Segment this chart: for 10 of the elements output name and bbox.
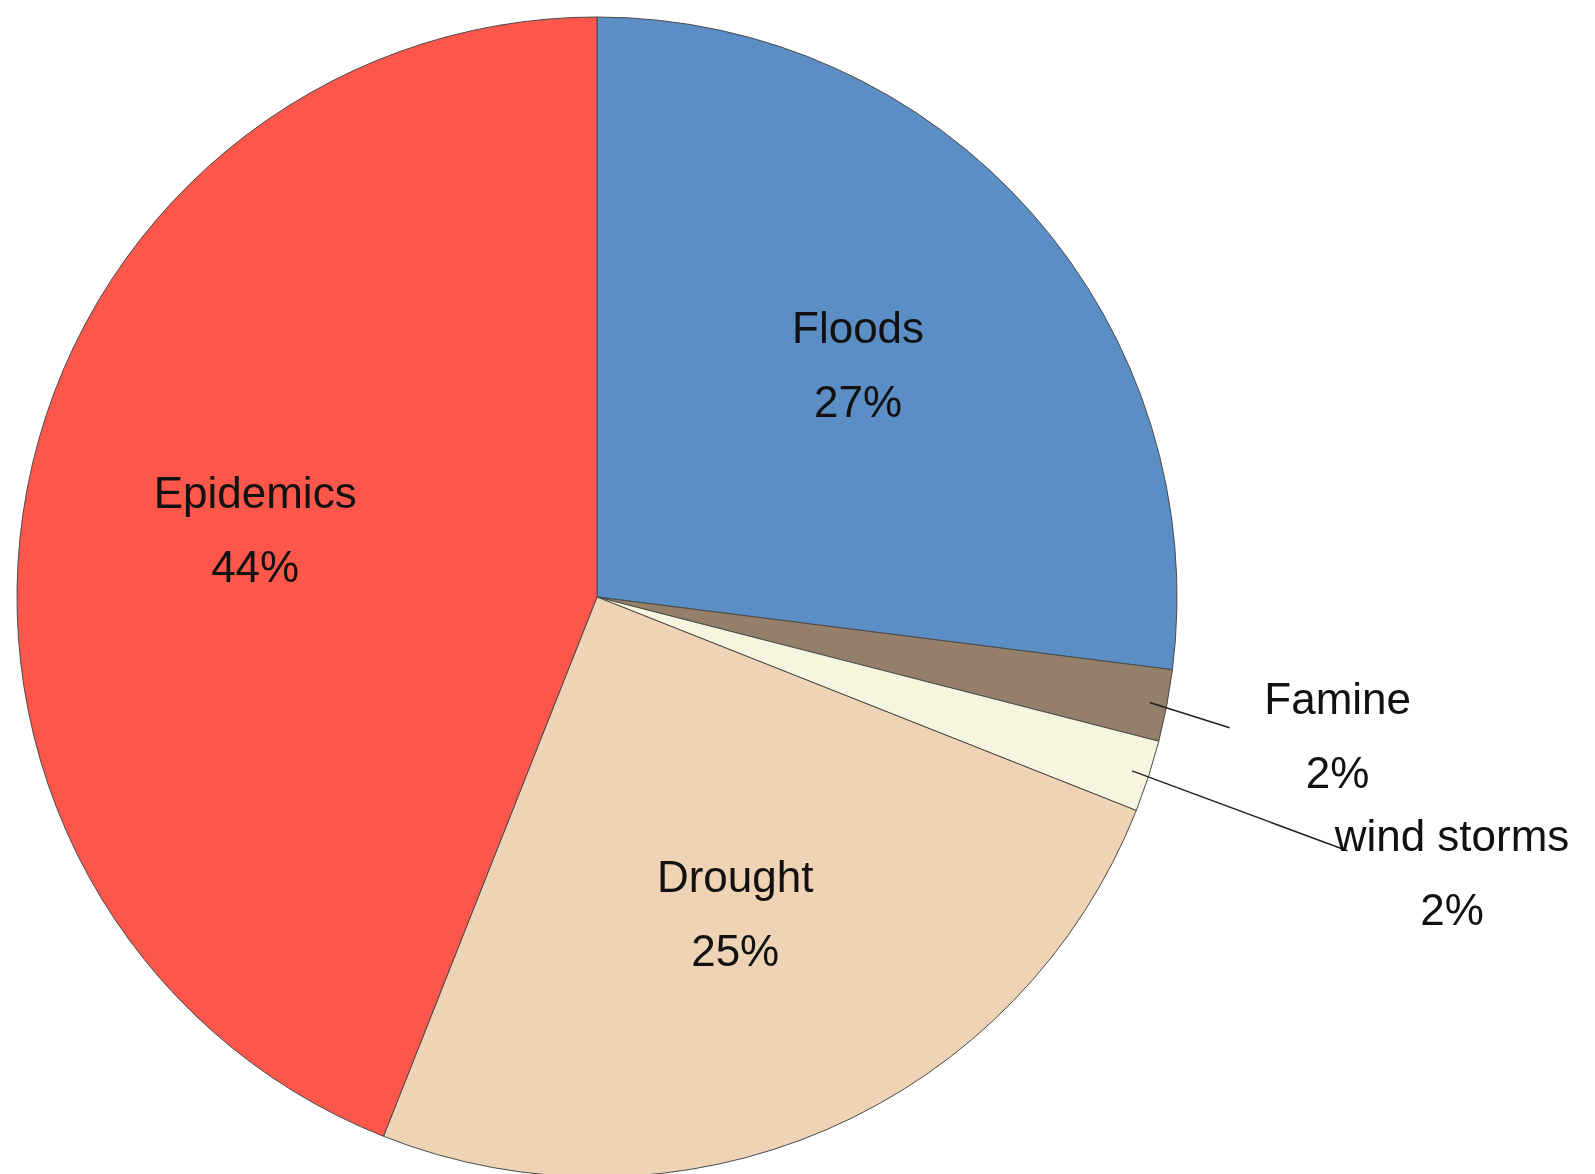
data-label: 25% [691, 926, 780, 976]
data-label: 2% [1420, 884, 1484, 934]
data-label: 2% [1305, 748, 1370, 798]
slice-label: Drought [656, 852, 814, 902]
slice-label: Epidemics [153, 467, 357, 517]
data-label: 27% [814, 376, 903, 426]
slice-label: wind storms [1333, 810, 1570, 860]
data-label: 44% [211, 541, 300, 591]
slice-label: Famine [1264, 674, 1411, 724]
slice-label: Floods [792, 302, 925, 352]
